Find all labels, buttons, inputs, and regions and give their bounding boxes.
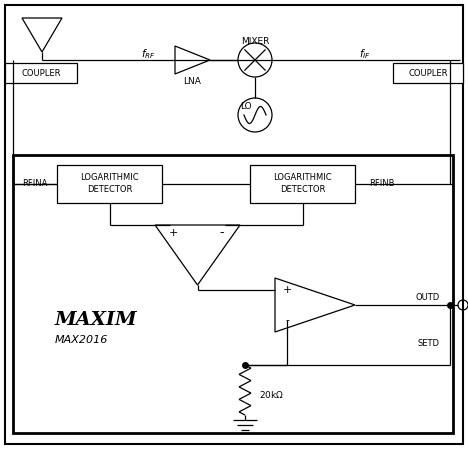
Text: DETECTOR: DETECTOR <box>280 185 325 194</box>
Bar <box>13 155 453 433</box>
Text: OUTD: OUTD <box>416 292 440 301</box>
Text: +: + <box>168 228 178 238</box>
Text: LOGARITHMIC: LOGARITHMIC <box>80 172 139 181</box>
Text: +: + <box>282 285 292 295</box>
Bar <box>57 165 162 203</box>
Text: COUPLER: COUPLER <box>21 69 61 78</box>
Text: LOGARITHMIC: LOGARITHMIC <box>273 172 332 181</box>
Text: LO: LO <box>240 102 251 111</box>
Text: LNA: LNA <box>183 78 201 87</box>
Bar <box>5 63 77 83</box>
Bar <box>393 63 463 83</box>
Bar <box>250 165 355 203</box>
Text: $f_{IF}$: $f_{IF}$ <box>359 47 371 61</box>
Text: -: - <box>220 226 224 239</box>
Text: SETD: SETD <box>418 339 440 348</box>
Text: DETECTOR: DETECTOR <box>87 185 132 194</box>
Text: 20k$\Omega$: 20k$\Omega$ <box>259 389 284 401</box>
Text: -: - <box>285 315 289 325</box>
Text: COUPLER: COUPLER <box>408 69 448 78</box>
Text: RFINA: RFINA <box>22 180 48 189</box>
Text: RFINB: RFINB <box>369 180 395 189</box>
Text: MAX2016: MAX2016 <box>55 335 109 345</box>
Text: MIXER: MIXER <box>241 38 269 47</box>
Text: MAXIM: MAXIM <box>55 311 138 329</box>
Text: $f_{RF}$: $f_{RF}$ <box>140 47 155 61</box>
